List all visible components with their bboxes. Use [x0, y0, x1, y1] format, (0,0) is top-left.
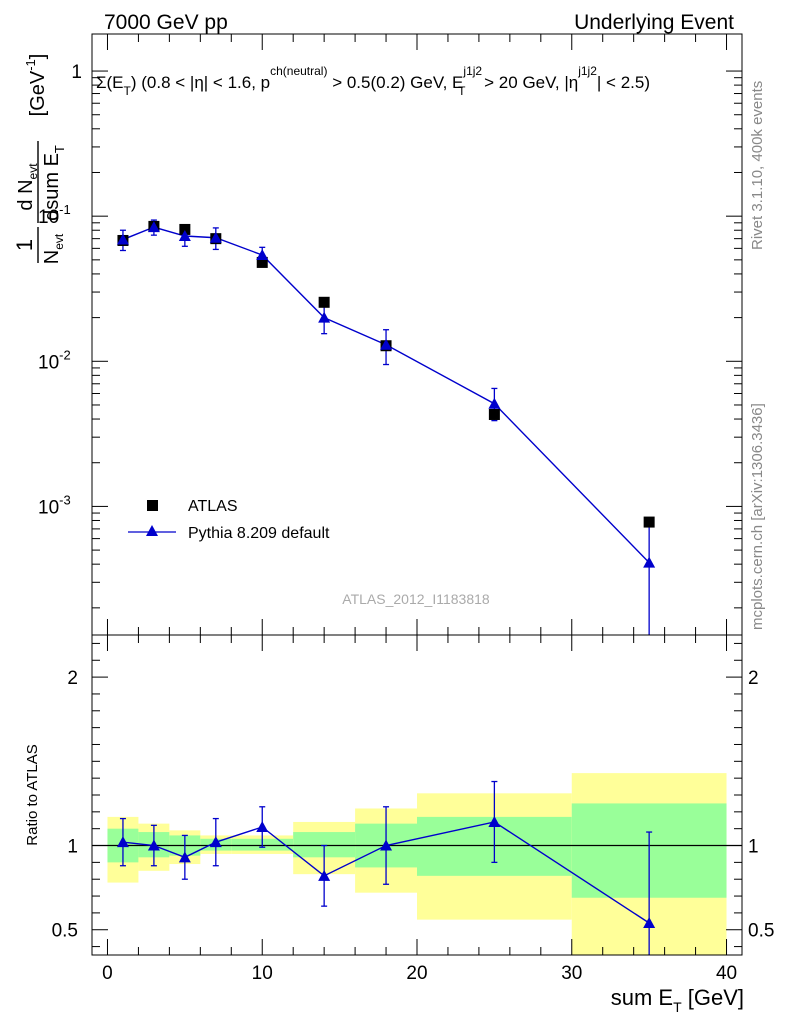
atlas-point — [179, 223, 191, 235]
mc-point — [209, 231, 222, 243]
x-axis-label: sum ET [GeV] — [611, 985, 744, 1015]
svg-text:[GeV-1]: [GeV-1] — [23, 54, 49, 117]
legend: ATLAS Pythia 8.209 default — [128, 498, 330, 542]
svg-text:d Nevt: d Nevt — [15, 163, 40, 211]
y-tick-label-main: 10-3 — [38, 492, 71, 518]
mc-point — [116, 233, 129, 245]
atlas-point — [318, 296, 330, 308]
y-tick-label-ratio-left: 0.5 — [52, 921, 78, 942]
ratio-point — [380, 839, 393, 851]
mc-point — [643, 556, 656, 568]
mc-point — [147, 221, 160, 233]
mc-point — [488, 397, 501, 409]
ratio-point — [116, 836, 129, 848]
plot-title: Σ(ET) (0.8 < |η| < 1.6, pch(neutral) > 0… — [96, 64, 650, 98]
x-tick-label: 20 — [406, 963, 427, 984]
svg-text:Nevt: Nevt — [41, 233, 66, 264]
ratio-panel: 0.5 0.51 12 20 10 20 30 40 Ratio to ATLAS sum E… — [24, 634, 774, 1015]
ratio-point — [209, 836, 222, 848]
y-tick-label-ratio-left: 2 — [67, 668, 78, 689]
y-tick-label-main: 10-1 — [38, 202, 71, 228]
y-tick-label-main: 1 — [71, 62, 82, 83]
header-right: Underlying Event — [574, 11, 734, 34]
svg-text:dsum ET: dsum ET — [41, 145, 67, 221]
y-tick-label-ratio-right: 1 — [748, 837, 759, 858]
legend-marker-atlas — [147, 500, 158, 511]
header-left: 7000 GeV pp — [104, 11, 228, 34]
mc-point — [178, 230, 191, 242]
mc-point — [318, 311, 331, 323]
y-axis-label-ratio: Ratio to ATLAS — [24, 744, 41, 845]
main-panel: 110-110-210-3 Σ(ET) (0.8 < |η| < 1.6, pc… — [12, 33, 743, 636]
x-tick-label: 30 — [561, 963, 582, 984]
legend-marker-mc — [146, 525, 158, 536]
mc-point — [256, 249, 269, 261]
rivet-label: Rivet 3.1.10, 400k events — [749, 81, 766, 250]
atlas-point — [256, 256, 268, 268]
x-tick-label: 40 — [716, 963, 737, 984]
atlas-point — [643, 516, 655, 528]
x-tick-label: 0 — [102, 963, 113, 984]
watermark: ATLAS_2012_I1183818 — [342, 591, 490, 607]
y-axis-label-main: 1 Nevt d Nevt dsum ET [GeV-1] — [12, 54, 67, 265]
y-tick-label-ratio-right: 2 — [748, 668, 759, 689]
y-tick-label-main: 10-2 — [38, 347, 71, 373]
ratio-point — [147, 839, 160, 851]
mc-point — [380, 338, 393, 350]
atlas-point — [488, 408, 500, 420]
y-tick-label-ratio-left: 1 — [67, 837, 78, 858]
legend-label-mc: Pythia 8.209 default — [188, 525, 330, 542]
ratio-point — [488, 815, 501, 827]
svg-text:1: 1 — [12, 239, 37, 251]
ratio-point — [256, 821, 269, 832]
legend-label-atlas: ATLAS — [188, 498, 238, 515]
x-tick-label: 10 — [252, 963, 273, 984]
ratio-point — [643, 917, 656, 928]
main-panel-frame — [91, 33, 743, 636]
y-tick-label-ratio-right: 0.5 — [748, 921, 774, 942]
mcplots-label: mcplots.cern.ch [arXiv:1306.3436] — [749, 403, 766, 630]
ratio-point — [318, 869, 331, 881]
ratio-point — [178, 851, 191, 863]
